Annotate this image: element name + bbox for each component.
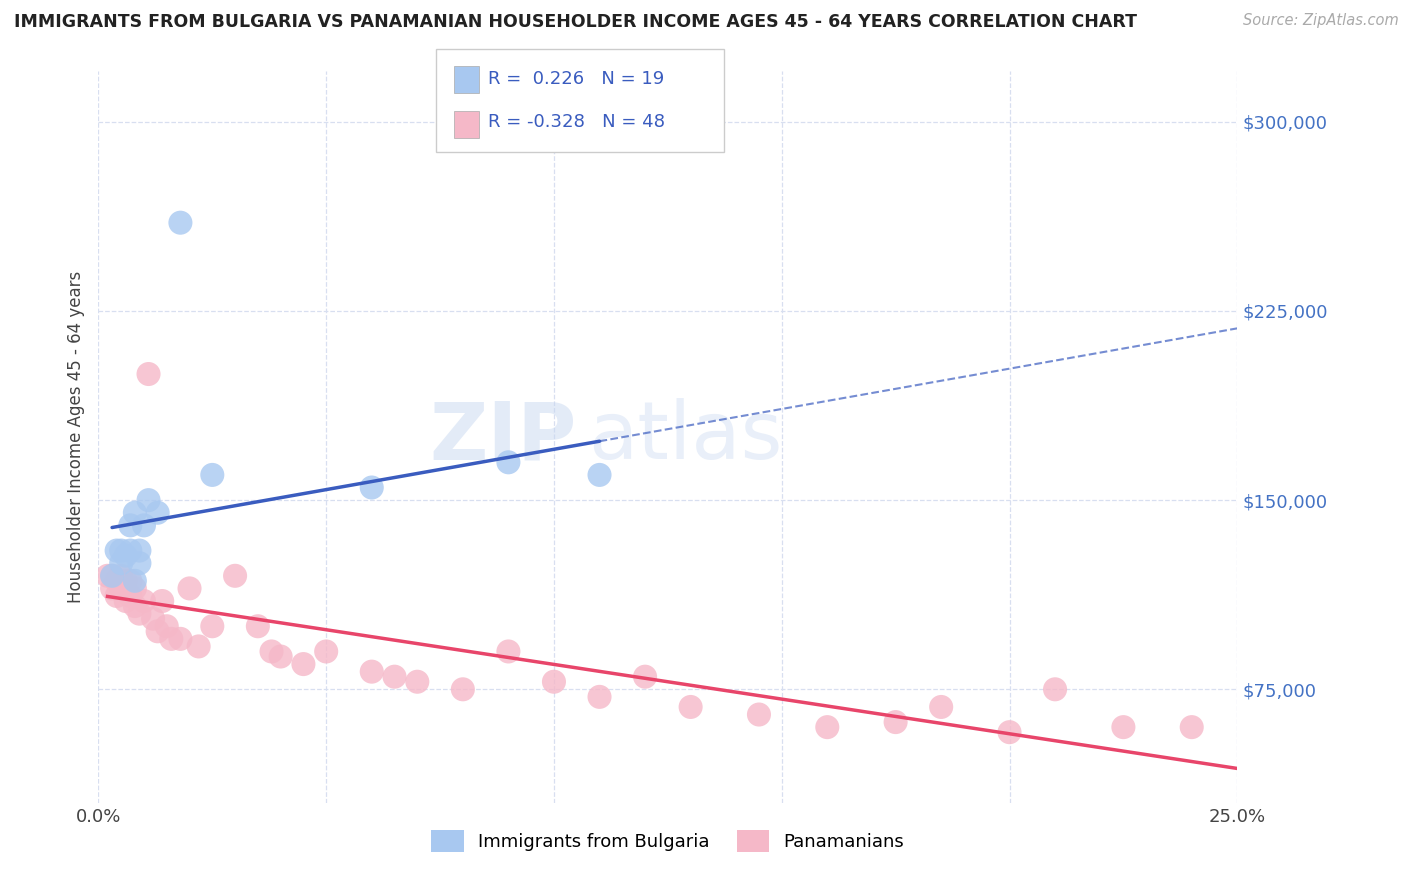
Point xyxy=(124,574,146,588)
Point xyxy=(124,506,146,520)
Point xyxy=(543,674,565,689)
Point xyxy=(201,467,224,482)
Point xyxy=(748,707,770,722)
Point xyxy=(105,543,128,558)
Point xyxy=(179,582,201,596)
Text: ZIP: ZIP xyxy=(429,398,576,476)
Point xyxy=(132,518,155,533)
Point xyxy=(1043,682,1066,697)
Point xyxy=(156,619,179,633)
Point xyxy=(105,574,128,588)
Point xyxy=(384,670,406,684)
Point xyxy=(260,644,283,658)
Point xyxy=(270,649,292,664)
Point xyxy=(128,556,150,570)
Point xyxy=(120,543,142,558)
Point xyxy=(150,594,173,608)
Point xyxy=(124,599,146,613)
Point xyxy=(146,624,169,639)
Point xyxy=(142,612,165,626)
Point xyxy=(120,574,142,588)
Point xyxy=(101,582,124,596)
Point xyxy=(224,569,246,583)
Point xyxy=(101,569,124,583)
Point xyxy=(1112,720,1135,734)
Point xyxy=(160,632,183,646)
Point xyxy=(114,574,136,588)
Point xyxy=(128,607,150,621)
Point xyxy=(360,481,382,495)
Point xyxy=(498,455,520,469)
Point xyxy=(110,556,132,570)
Point xyxy=(169,216,191,230)
Point xyxy=(120,518,142,533)
Point xyxy=(128,543,150,558)
Text: Source: ZipAtlas.com: Source: ZipAtlas.com xyxy=(1243,13,1399,29)
Point xyxy=(1181,720,1204,734)
Point xyxy=(169,632,191,646)
Point xyxy=(138,367,160,381)
Point xyxy=(634,670,657,684)
Text: atlas: atlas xyxy=(588,398,783,476)
Point xyxy=(588,467,610,482)
Text: R =  0.226   N = 19: R = 0.226 N = 19 xyxy=(488,70,664,87)
Legend: Immigrants from Bulgaria, Panamanians: Immigrants from Bulgaria, Panamanians xyxy=(425,823,911,860)
Point xyxy=(884,715,907,730)
Point xyxy=(588,690,610,704)
Point xyxy=(101,569,124,583)
Point xyxy=(138,493,160,508)
Point xyxy=(124,582,146,596)
Point xyxy=(146,506,169,520)
Point xyxy=(201,619,224,633)
Point xyxy=(187,640,209,654)
Point xyxy=(815,720,838,734)
Point xyxy=(96,569,118,583)
Text: R = -0.328   N = 48: R = -0.328 N = 48 xyxy=(488,113,665,131)
Point xyxy=(110,569,132,583)
Point xyxy=(120,589,142,603)
Point xyxy=(998,725,1021,739)
Point xyxy=(114,549,136,563)
Point xyxy=(110,582,132,596)
Point xyxy=(406,674,429,689)
Point xyxy=(929,700,952,714)
Point xyxy=(105,589,128,603)
Point xyxy=(246,619,269,633)
Point xyxy=(679,700,702,714)
Point xyxy=(114,594,136,608)
Point xyxy=(132,594,155,608)
Text: IMMIGRANTS FROM BULGARIA VS PANAMANIAN HOUSEHOLDER INCOME AGES 45 - 64 YEARS COR: IMMIGRANTS FROM BULGARIA VS PANAMANIAN H… xyxy=(14,13,1137,31)
Point xyxy=(292,657,315,671)
Y-axis label: Householder Income Ages 45 - 64 years: Householder Income Ages 45 - 64 years xyxy=(66,271,84,603)
Point xyxy=(498,644,520,658)
Point xyxy=(110,543,132,558)
Point xyxy=(360,665,382,679)
Point xyxy=(315,644,337,658)
Point xyxy=(451,682,474,697)
